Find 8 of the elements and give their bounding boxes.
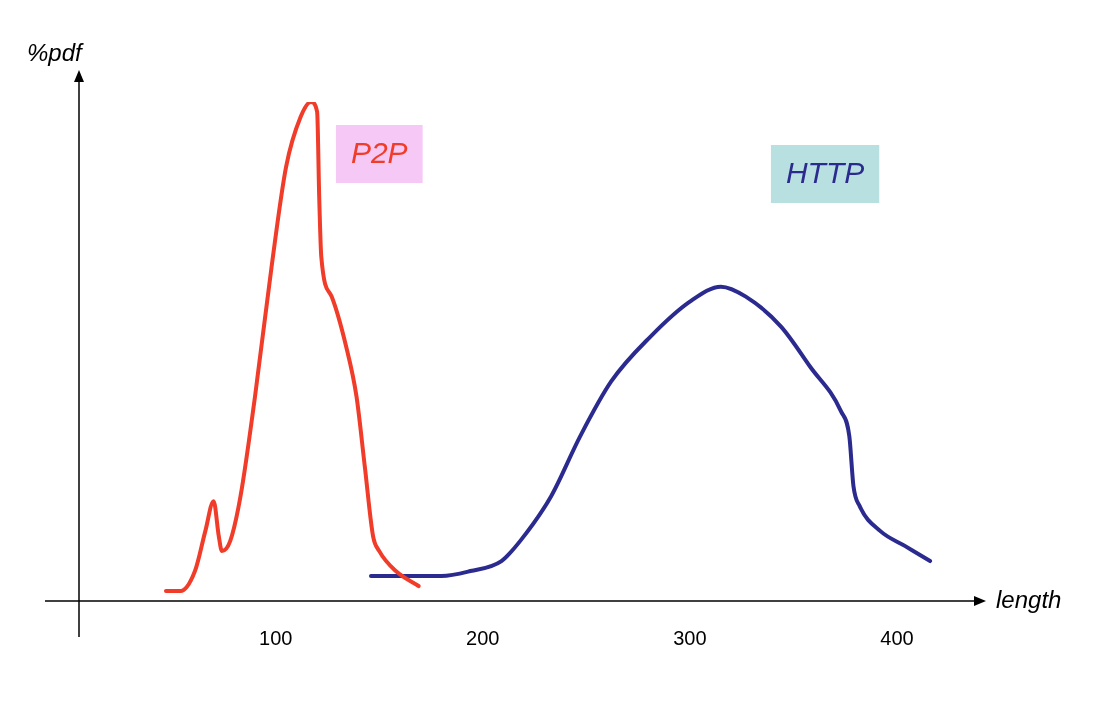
y-axis-title: %pdf bbox=[27, 38, 85, 66]
x-tick-label: 400 bbox=[880, 626, 914, 649]
series-label: P2P bbox=[350, 136, 408, 170]
x-tick-label: 200 bbox=[466, 626, 500, 649]
x-tick-label: 300 bbox=[673, 626, 707, 649]
x-tick-label: 100 bbox=[259, 626, 293, 649]
x-axis-title: length bbox=[996, 585, 1062, 613]
text: HTTP bbox=[785, 156, 865, 190]
